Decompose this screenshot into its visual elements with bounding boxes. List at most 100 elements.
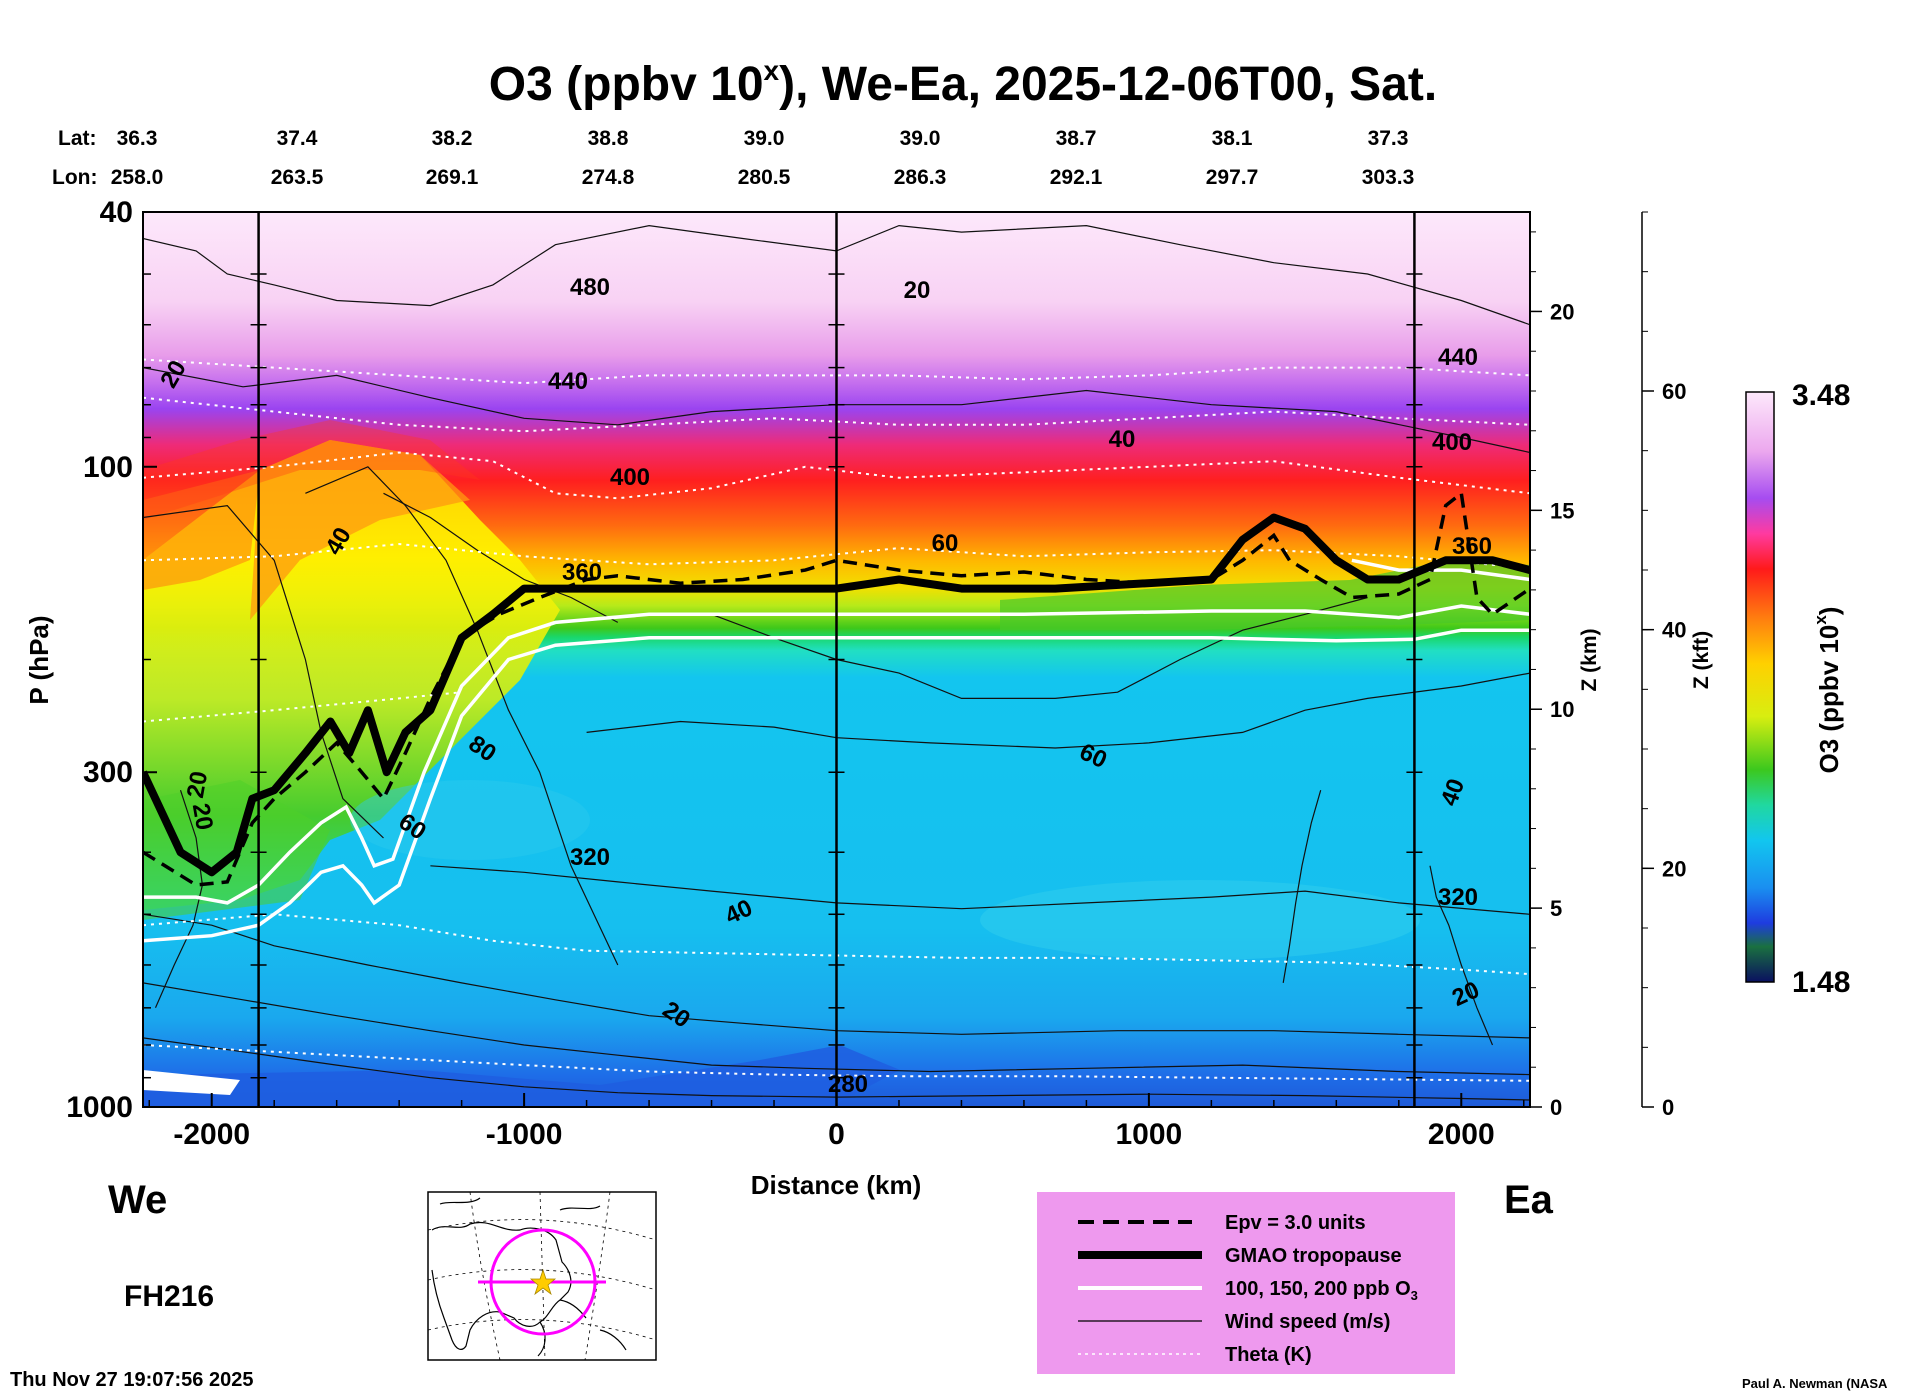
theta-contour <box>143 542 1530 570</box>
legend-theta-label: Theta (K) <box>1225 1344 1312 1366</box>
theta-label: 400 <box>1432 429 1472 456</box>
lat-value: 39.0 <box>900 127 941 150</box>
wind-contour <box>143 224 1530 326</box>
lon-value: 286.3 <box>894 166 947 189</box>
timestamp: Thu Nov 27 19:07:56 2025 <box>10 1369 253 1391</box>
wind-contour <box>1429 865 1494 1046</box>
theta-contour <box>143 358 1530 385</box>
colorbar-label: O3 (ppbv 10x) <box>1811 607 1844 774</box>
credit: Paul A. Newman (NASA <box>1742 1376 1888 1391</box>
chart-title: O3 (ppbv 10x), We-Ea, 2025-12-06T00, Sat… <box>489 55 1437 111</box>
zkft-tick-label: 0 <box>1662 1095 1674 1120</box>
p-tick-label: 40 <box>100 196 133 229</box>
wind-contour <box>143 1037 1530 1101</box>
forecast-hour: FH216 <box>124 1280 214 1313</box>
lat-value: 37.4 <box>277 127 318 150</box>
zkft-tick-label: 40 <box>1662 618 1686 643</box>
lat-value: 38.8 <box>588 127 629 150</box>
legend-o3-label: 100, 150, 200 ppb O3 <box>1225 1278 1418 1303</box>
lat-value: 39.0 <box>744 127 785 150</box>
theta-contour <box>143 691 462 723</box>
lon-value: 297.7 <box>1206 166 1259 189</box>
wind-label: 20 <box>187 801 218 832</box>
legend: Epv = 3.0 units GMAO tropopause 100, 150… <box>1037 1192 1455 1374</box>
o3-contour <box>143 628 1530 943</box>
y-axis-label: P (hPa) <box>24 615 54 704</box>
wind-contour <box>154 790 204 1009</box>
x-axis-label: Distance (km) <box>751 1170 922 1200</box>
zkm-tick-label: 20 <box>1550 299 1574 324</box>
inset-map <box>427 1191 657 1361</box>
lat-value: 37.3 <box>1368 127 1409 150</box>
axes: 40 100 300 1000 -2000 -1000 0 1000 2000 20 15 10 5 0 6… <box>66 196 1686 1151</box>
theta-contour <box>143 396 1530 433</box>
lat-value: 38.1 <box>1212 127 1253 150</box>
lon-value: 292.1 <box>1050 166 1103 189</box>
zkm-tick-label: 0 <box>1550 1095 1562 1120</box>
east-label: Ea <box>1504 1178 1554 1222</box>
legend-epv-label: Epv = 3.0 units <box>1225 1212 1366 1234</box>
zkm-tick-label: 15 <box>1550 498 1574 523</box>
lon-value: 258.0 <box>111 166 164 189</box>
lon-value: 269.1 <box>426 166 479 189</box>
zkft-tick-label: 20 <box>1662 856 1686 881</box>
o3-contour <box>143 604 1530 905</box>
theta-label: 440 <box>1438 344 1478 371</box>
theta-label: 400 <box>610 464 650 491</box>
wind-label: 60 <box>932 530 959 557</box>
wind-contour <box>586 672 1530 749</box>
x-tick-label: 2000 <box>1428 1118 1495 1151</box>
section-markers <box>250 211 1423 1108</box>
x-tick-label: 1000 <box>1116 1118 1183 1151</box>
lat-value: 38.7 <box>1056 127 1097 150</box>
legend-tropopause-label: GMAO tropopause <box>1225 1245 1402 1267</box>
theta-label: 440 <box>548 368 588 395</box>
zkm-tick-label: 10 <box>1550 697 1574 722</box>
lat-value: 36.3 <box>117 127 158 150</box>
wind-contour <box>430 865 1530 915</box>
west-label: We <box>108 1178 167 1222</box>
colorbar-min: 1.48 <box>1792 966 1850 999</box>
x-tick-label: 0 <box>828 1118 845 1151</box>
lat-value: 38.2 <box>432 127 473 150</box>
p-tick-label: 1000 <box>66 1091 133 1124</box>
lon-value: 303.3 <box>1362 166 1415 189</box>
colorbar-max: 3.48 <box>1792 379 1850 412</box>
theta-contour <box>143 451 1530 500</box>
tropopause-line <box>143 513 1530 877</box>
location-star-icon <box>529 1268 557 1296</box>
theta-label: 320 <box>1438 884 1478 911</box>
x-tick-label: -2000 <box>173 1118 250 1151</box>
lon-value: 274.8 <box>582 166 635 189</box>
theta-contour <box>143 1044 1530 1082</box>
wind-label: 20 <box>182 769 213 800</box>
wind-contour <box>143 367 1530 454</box>
wind-label: 40 <box>1109 426 1136 453</box>
wind-contour <box>383 492 619 623</box>
zkm-tick-label: 5 <box>1550 896 1562 921</box>
z-kft-label: Z (kft) <box>1690 631 1713 689</box>
wind-contour <box>143 982 1530 1076</box>
zkft-tick-label: 60 <box>1662 379 1686 404</box>
theta-label: 360 <box>1452 533 1492 560</box>
lat-label: Lat: <box>58 127 97 150</box>
wind-contour <box>143 913 1530 1039</box>
theta-label: 320 <box>570 844 610 871</box>
x-tick-label: -1000 <box>486 1118 563 1151</box>
z-km-label: Z (km) <box>1578 629 1601 692</box>
wind-contour <box>711 596 1368 699</box>
p-tick-label: 100 <box>83 451 133 484</box>
lon-label: Lon: <box>52 166 97 189</box>
lon-value: 280.5 <box>738 166 791 189</box>
theta-label: 360 <box>562 559 602 586</box>
wind-contour <box>1282 790 1322 984</box>
theta-label: 280 <box>828 1071 868 1098</box>
lon-value: 263.5 <box>271 166 324 189</box>
wind-label: 20 <box>904 277 931 304</box>
colorbar <box>1745 391 1775 983</box>
theta-label: 480 <box>570 274 610 301</box>
wind-contour <box>143 504 384 839</box>
legend-wind-label: Wind speed (m/s) <box>1225 1311 1390 1333</box>
p-tick-label: 300 <box>83 756 133 789</box>
